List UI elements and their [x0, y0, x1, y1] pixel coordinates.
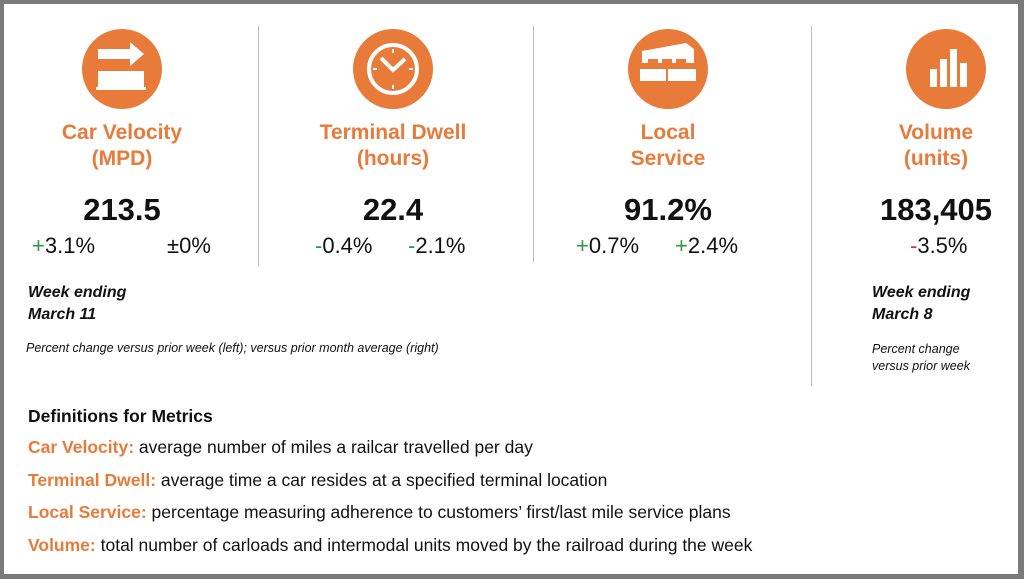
change-week: +0.7%: [576, 233, 640, 258]
metric-value: 183,405: [879, 192, 993, 227]
metric-title: Terminal Dwell: [319, 121, 467, 144]
definitions-heading: Definitions for Metrics: [28, 406, 213, 426]
metrics-card: Car Velocity (MPD) 213.5 +3.1% ±0% Termin…: [4, 4, 1018, 574]
divider: [533, 26, 534, 262]
change-month: -2.1%: [408, 233, 466, 258]
metric-unit: Service: [630, 147, 706, 170]
percent-note-left: Percent change versus prior week (left);…: [26, 341, 439, 355]
definition-item: Local Service: percentage measuring adhe…: [28, 502, 731, 522]
divider: [811, 26, 812, 386]
change-week: +3.1%: [32, 233, 96, 258]
metric-unit: (hours): [356, 147, 430, 170]
bar-chart-icon: [906, 29, 986, 109]
week-ending-right: Week ending March 8: [872, 284, 971, 323]
metric-value: 91.2%: [624, 192, 712, 227]
definition-item: Volume: total number of carloads and int…: [28, 534, 753, 555]
metric-unit: (MPD): [91, 147, 153, 170]
change-month: +2.4%: [675, 233, 739, 258]
week-ending-left: Week ending March 11: [28, 284, 127, 323]
warehouse-icon: [628, 29, 708, 109]
metric-value: 22.4: [362, 192, 424, 227]
definition-item: Car Velocity: average number of miles a …: [28, 437, 533, 457]
definition-item: Terminal Dwell: average time a car resid…: [28, 469, 608, 490]
clock-icon: [353, 29, 433, 109]
definitions: Definitions for Metrics Car Velocity: av…: [28, 406, 752, 567]
metric-title: Car Velocity: [61, 121, 183, 144]
metric-unit: (units): [903, 147, 969, 170]
change-month: ±0%: [167, 233, 211, 258]
divider: [258, 26, 259, 266]
metric-title: Volume: [898, 121, 974, 144]
change-week: -0.4%: [315, 233, 373, 258]
percent-note-right: Percent change versus prior week: [872, 342, 970, 373]
metric-value: 213.5: [83, 192, 161, 227]
change-week: -3.5%: [910, 233, 968, 258]
railcar-arrow-icon: [82, 29, 162, 109]
metric-title: Local: [640, 121, 696, 144]
